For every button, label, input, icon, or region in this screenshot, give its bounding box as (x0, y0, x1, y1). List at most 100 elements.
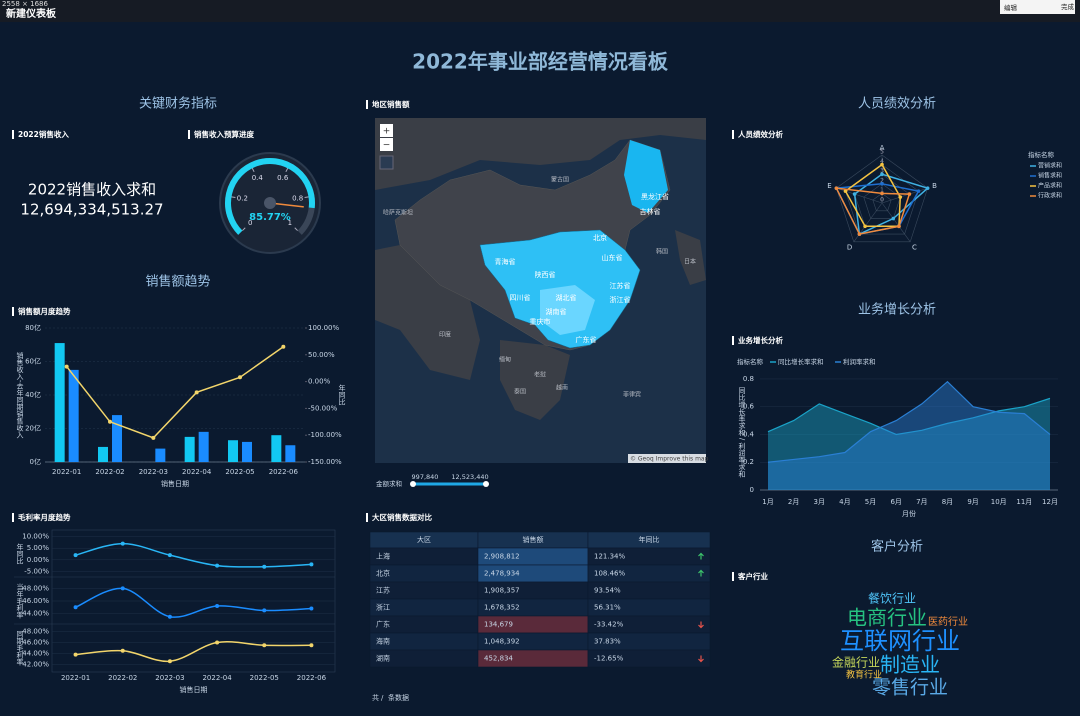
y2-axis-label: 年同比 (338, 384, 346, 407)
zoom-in-button[interactable] (380, 124, 393, 137)
map-label: 广东省 (576, 335, 597, 344)
line-point (281, 344, 286, 349)
y-tick-label: 0.6 (743, 403, 755, 411)
panel-title: 地区销售额 (372, 99, 410, 109)
edit-button[interactable]: 编辑 (1004, 3, 1018, 12)
radar-ring (863, 183, 901, 219)
line (767, 380, 1051, 463)
map-region (540, 285, 595, 335)
section-heading: 人员绩效分析 (858, 97, 936, 112)
map-land (675, 230, 706, 285)
word: 零售行业 (872, 677, 948, 699)
done-button[interactable]: 完成 (1061, 2, 1075, 11)
line-point (167, 614, 172, 619)
map-label: 老挝 (534, 371, 546, 379)
line-point (73, 652, 78, 657)
radar-point (907, 192, 912, 196)
legend-label[interactable]: 行政求和 (1038, 192, 1062, 200)
section-heading: 业务增长分析 (858, 302, 936, 318)
map-label: 湖北省 (556, 293, 577, 302)
radar-point (880, 191, 884, 196)
radar-point (925, 186, 930, 190)
gauge-tick-label: 0 (248, 219, 252, 227)
kpi-label: 2022销售收入求和 (28, 181, 156, 199)
panel-marker (366, 513, 368, 522)
table-cell-text: 江苏 (376, 586, 390, 595)
panel-title: 销售收入预算进度 (194, 129, 254, 139)
y-tick-label: 44.00% (22, 650, 49, 658)
map-label: 蒙古国 (551, 176, 569, 184)
radar-axis-label: C (912, 244, 917, 252)
zoom-out-label: − (383, 141, 391, 151)
panel-marker (12, 307, 14, 316)
y-tick-label: 0.4 (743, 430, 755, 438)
map-region (624, 140, 668, 213)
y-tick-label: 0 (750, 486, 754, 494)
radar-point (891, 216, 896, 221)
map-label: 陕西省 (535, 270, 556, 279)
legend-label[interactable]: 产品求和 (1038, 182, 1062, 190)
kpi-value: 12,694,334,513.27 (20, 201, 163, 219)
y-tick-label: 60亿 (25, 357, 41, 366)
word: 互联网行业 (840, 627, 960, 655)
x-tick-label: 2022-05 (250, 674, 279, 682)
x-tick-label: 12月 (1042, 498, 1058, 506)
line-point (215, 563, 220, 568)
table-cell-text: 北京 (376, 569, 390, 578)
table-header: 销售额 (523, 535, 544, 544)
y2-tick-label: 0.00% (308, 378, 331, 386)
gauge-tick (231, 196, 236, 199)
map-land (375, 245, 480, 380)
y2-tick-label: 100.00% (308, 324, 339, 332)
section-heading: 客户分析 (871, 539, 923, 555)
x-tick-label: 10月 (991, 498, 1007, 506)
radar-point (843, 189, 848, 193)
line-point (167, 659, 172, 664)
attribution-box (628, 454, 706, 463)
x-tick-label: 9月 (967, 498, 978, 506)
slider-handle[interactable] (483, 481, 489, 487)
map-label: 吉林省 (640, 207, 661, 216)
legend-label[interactable]: 销售求和 (1038, 172, 1062, 180)
gauge-tick-label: 0.4 (252, 174, 264, 182)
table-cell-text: 2,478,934 (484, 570, 520, 578)
y2-tick-label: -150.00% (308, 458, 342, 466)
app-title: 新建仪表板 (6, 7, 57, 20)
bar (198, 431, 209, 462)
map-label: 菲律宾 (623, 391, 641, 399)
line (75, 587, 312, 618)
y-tick-label: 0.2 (743, 458, 754, 466)
x-axis-label: 销售日期 (180, 685, 208, 694)
legend-label[interactable]: 利润率求和 (843, 357, 876, 366)
table-header: 大区 (417, 535, 431, 544)
legend-label[interactable]: 营销求和 (1038, 162, 1062, 170)
y-tick-label: -5.00% (24, 567, 49, 575)
bar (54, 343, 65, 462)
panel-title: 毛利率月度趋势 (18, 512, 71, 522)
bar (242, 441, 252, 462)
bar (271, 435, 282, 462)
y-tick-label: 48.00% (22, 628, 49, 636)
section-heading: 关键财务指标 (139, 96, 217, 112)
y-axis-label: 同比增长率求和 / 利润率求和 (738, 387, 746, 479)
gauge-progress (225, 158, 315, 235)
legend-label[interactable]: 同比增长率求和 (778, 357, 824, 366)
radar-axis-label: D (847, 244, 852, 252)
panel-title: 业务增长分析 (738, 335, 783, 345)
y-axis-label: 销售收入-去年同期销售收入 (16, 351, 24, 439)
y2-tick-label: -50.00% (308, 404, 338, 412)
panel-marker (188, 130, 190, 139)
zoom-out-button[interactable] (380, 138, 393, 151)
section-heading: 销售额趋势 (145, 274, 210, 290)
gauge-hub (264, 197, 276, 209)
select-tool[interactable] (379, 155, 394, 170)
line-point (215, 640, 220, 645)
slider-handle[interactable] (410, 481, 416, 487)
bar (285, 445, 296, 462)
trend-arrow (698, 552, 704, 560)
area-fill (768, 381, 1050, 490)
line-point (215, 604, 220, 609)
y-tick-label: 5.00% (27, 544, 50, 552)
table-cell-text: 452,834 (484, 655, 513, 663)
